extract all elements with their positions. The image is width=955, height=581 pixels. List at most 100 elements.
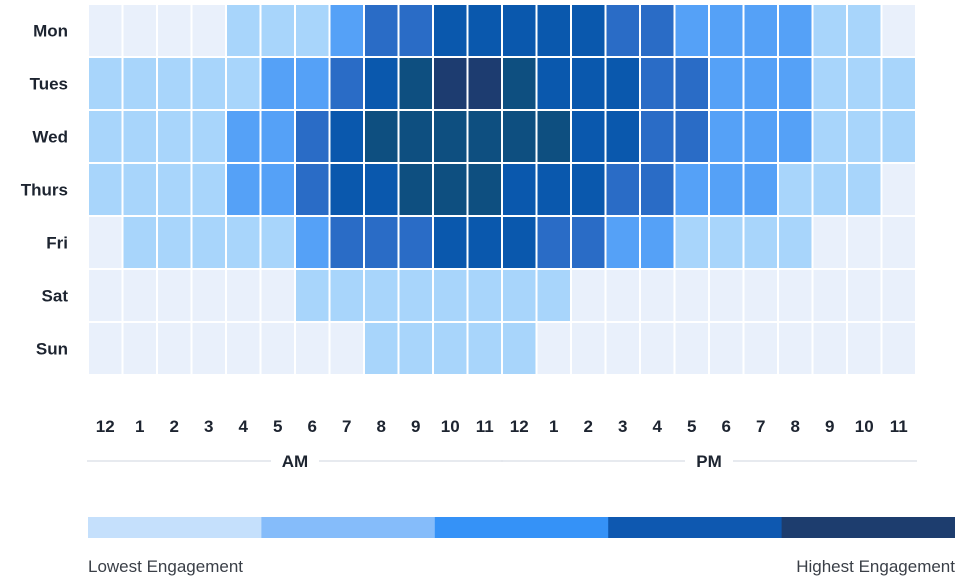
heatmap-cell — [434, 323, 467, 374]
heatmap-cell — [882, 323, 915, 374]
heatmap-cell — [89, 164, 122, 215]
heatmap-cell — [606, 323, 639, 374]
heatmap-cell — [606, 164, 639, 215]
heatmap-cell — [675, 164, 708, 215]
heatmap-cell — [330, 323, 363, 374]
hour-label: 8 — [377, 417, 386, 436]
heatmap-cell — [123, 58, 156, 109]
heatmap-cell — [675, 58, 708, 109]
heatmap-cell — [89, 270, 122, 321]
heatmap-cell — [848, 58, 881, 109]
heatmap-cell — [572, 5, 605, 56]
heatmap-cell — [158, 164, 191, 215]
heatmap-cell — [710, 270, 743, 321]
heatmap-cell — [537, 323, 570, 374]
heatmap-cell — [399, 164, 432, 215]
heatmap-cell — [503, 323, 536, 374]
heatmap-cell — [123, 323, 156, 374]
heatmap-cells — [89, 5, 915, 374]
heatmap-cell — [434, 58, 467, 109]
heatmap-cell — [434, 217, 467, 268]
day-label: Tues — [30, 75, 68, 94]
heatmap-cell — [261, 58, 294, 109]
heatmap-cell — [330, 217, 363, 268]
heatmap-cell — [365, 111, 398, 162]
heatmap-cell — [399, 5, 432, 56]
heatmap-cell — [779, 5, 812, 56]
heatmap-cell — [675, 270, 708, 321]
heatmap-cell — [606, 111, 639, 162]
heatmap-cell — [813, 164, 846, 215]
heatmap-cell — [123, 270, 156, 321]
legend-swatch — [608, 517, 783, 538]
heatmap-cell — [365, 217, 398, 268]
hour-label: 4 — [653, 417, 663, 436]
day-label: Mon — [33, 22, 68, 41]
legend-high-label: Highest Engagement — [796, 557, 955, 576]
heatmap-cell — [468, 111, 501, 162]
heatmap-cell — [503, 217, 536, 268]
heatmap-cell — [89, 111, 122, 162]
heatmap-cell — [365, 5, 398, 56]
heatmap-cell — [882, 217, 915, 268]
day-labels: Mon Tues Wed Thurs Fri Sat Sun — [21, 22, 69, 359]
heatmap-cell — [744, 5, 777, 56]
heatmap-cell — [227, 270, 260, 321]
heatmap-cell — [641, 164, 674, 215]
heatmap-cell — [813, 270, 846, 321]
heatmap-cell — [296, 217, 329, 268]
hour-label: 8 — [791, 417, 800, 436]
heatmap-cell — [365, 58, 398, 109]
hour-label: 6 — [722, 417, 731, 436]
heatmap-cell — [882, 270, 915, 321]
day-label: Wed — [32, 128, 68, 147]
heatmap-cell — [227, 5, 260, 56]
legend-color-bar — [88, 517, 955, 538]
heatmap-cell — [572, 217, 605, 268]
heatmap-cell — [192, 217, 225, 268]
heatmap-cell — [192, 164, 225, 215]
heatmap-cell — [399, 323, 432, 374]
heatmap-cell — [192, 5, 225, 56]
legend-low-label: Lowest Engagement — [88, 557, 243, 576]
heatmap-cell — [710, 5, 743, 56]
heatmap-cell — [365, 323, 398, 374]
heatmap-cell — [641, 323, 674, 374]
heatmap-cell — [330, 111, 363, 162]
heatmap-cell — [882, 164, 915, 215]
hour-label: 7 — [756, 417, 765, 436]
heatmap-cell — [261, 217, 294, 268]
heatmap-cell — [330, 58, 363, 109]
heatmap-cell — [434, 270, 467, 321]
heatmap-cell — [434, 111, 467, 162]
hour-label: 11 — [890, 417, 908, 436]
hour-label: 3 — [204, 417, 213, 436]
heatmap-cell — [192, 111, 225, 162]
heatmap-cell — [537, 111, 570, 162]
heatmap-cell — [227, 164, 260, 215]
heatmap-cell — [537, 164, 570, 215]
hour-label: 2 — [170, 417, 179, 436]
heatmap-cell — [744, 270, 777, 321]
hour-label: 1 — [549, 417, 558, 436]
heatmap-cell — [296, 270, 329, 321]
heatmap-cell — [123, 111, 156, 162]
heatmap-cell — [744, 164, 777, 215]
heatmap-cell — [882, 5, 915, 56]
legend-swatch — [88, 517, 262, 538]
heatmap-cell — [848, 111, 881, 162]
heatmap-cell — [675, 5, 708, 56]
heatmap-cell — [882, 111, 915, 162]
hour-label: 10 — [441, 417, 460, 436]
heatmap-cell — [779, 58, 812, 109]
heatmap-cell — [158, 270, 191, 321]
heatmap-cell — [537, 5, 570, 56]
heatmap-cell — [710, 217, 743, 268]
heatmap-cell — [123, 164, 156, 215]
heatmap-cell — [296, 164, 329, 215]
heatmap-cell — [572, 323, 605, 374]
heatmap-cell — [227, 323, 260, 374]
heatmap-cell — [572, 270, 605, 321]
heatmap-cell — [606, 58, 639, 109]
heatmap-cell — [710, 323, 743, 374]
